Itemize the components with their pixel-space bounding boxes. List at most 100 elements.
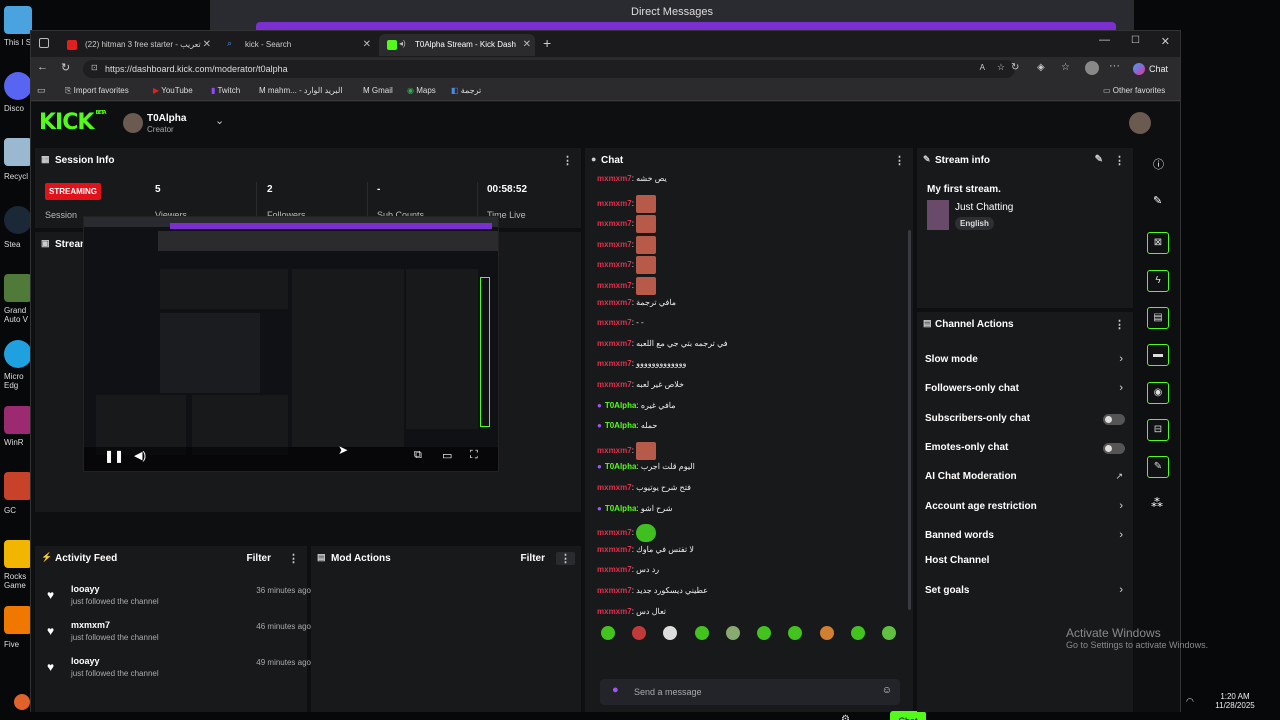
- close-icon[interactable]: ✕: [202, 39, 211, 50]
- chat-send-button[interactable]: Chat: [890, 711, 926, 720]
- refresh-button[interactable]: ↻: [61, 62, 71, 74]
- close-icon[interactable]: ✕: [362, 39, 371, 50]
- chat-username[interactable]: T0Alpha: [604, 421, 637, 431]
- read-aloud-icon[interactable]: A: [979, 63, 985, 72]
- bookmark-twitch[interactable]: ▮ Twitch: [211, 86, 241, 95]
- kebab-menu-icon[interactable]: ⋮: [1114, 155, 1125, 167]
- rail-button-notes[interactable]: ▤: [1147, 307, 1169, 329]
- chat-message[interactable]: mxmxm7: خلاص غير لعبه: [597, 380, 684, 389]
- copilot-chat-button[interactable]: Chat: [1131, 61, 1175, 77]
- maximize-button[interactable]: ☐: [1131, 35, 1140, 46]
- chat-scrollbar[interactable]: [908, 230, 911, 610]
- chat-message[interactable]: mxmxm7:: [597, 215, 657, 234]
- chat-username[interactable]: mxmxm7: [597, 338, 632, 348]
- chat-username[interactable]: mxmxm7: [597, 260, 632, 270]
- volume-icon[interactable]: ◀): [134, 450, 147, 462]
- channel-action-emotes-only-chat[interactable]: Emotes-only chat: [917, 438, 1133, 462]
- kebab-menu-icon[interactable]: ⋮: [894, 155, 905, 167]
- chat-message[interactable]: mxmxm7: في ترجمه بتي جي مع اللعبه: [597, 339, 728, 348]
- chat-message[interactable]: mxmxm7: يص خشه: [597, 174, 667, 183]
- stream-preview-video[interactable]: ❚❚ ◀) ⧉ ▭ ⛶ ➤: [83, 216, 499, 472]
- chat-message[interactable]: mxmxm7: عطيني ديسكورد جديد: [597, 586, 708, 595]
- kebab-menu-icon[interactable]: ⋮: [1114, 319, 1125, 331]
- rail-button-quick-actions[interactable]: ϟ: [1147, 270, 1169, 292]
- back-button[interactable]: ←: [37, 61, 48, 73]
- chat-message[interactable]: mxmxm7: رد دس: [597, 565, 659, 574]
- chat-message[interactable]: mxmxm7: تعال دس: [597, 607, 666, 616]
- chat-message-input[interactable]: ● Send a message ☺: [600, 679, 900, 705]
- picture-in-picture-icon[interactable]: ⧉: [414, 449, 422, 461]
- channel-action-set-goals[interactable]: Set goals ›: [917, 581, 1133, 605]
- chat-username[interactable]: mxmxm7: [597, 219, 632, 229]
- rail-button-tools[interactable]: ✎: [1147, 456, 1169, 478]
- chat-settings-gear-icon[interactable]: ⚙: [841, 714, 850, 720]
- tab-youtube[interactable]: (22) hitman 3 free starter - تعريب ✕: [59, 34, 215, 56]
- chat-message[interactable]: ● T0Alpha: اليوم قلت اجرب: [597, 462, 695, 471]
- fivem-icon[interactable]: [4, 606, 32, 634]
- chat-username[interactable]: mxmxm7: [597, 281, 632, 291]
- channel-action-banned-words[interactable]: Banned words ›: [917, 526, 1133, 550]
- rail-button-layout[interactable]: ⊟: [1147, 419, 1169, 441]
- toggle-switch[interactable]: [1103, 413, 1125, 425]
- new-tab-button[interactable]: +: [543, 35, 552, 51]
- chat-username[interactable]: mxmxm7: [597, 174, 632, 183]
- gog-icon[interactable]: [4, 472, 32, 500]
- chat-username[interactable]: mxmxm7: [597, 380, 632, 389]
- chat-username[interactable]: mxmxm7: [597, 445, 632, 455]
- chat-username[interactable]: mxmxm7: [597, 544, 632, 554]
- bookmark-other-favorites[interactable]: ▭ Other favorites: [1103, 86, 1166, 95]
- edit-icon[interactable]: ✎: [1153, 195, 1163, 207]
- toggle-switch[interactable]: [1103, 442, 1125, 454]
- chat-message[interactable]: mxmxm7: - -: [597, 318, 644, 327]
- url-field[interactable]: ⊡ https://dashboard.kick.com/moderator/t…: [83, 60, 1015, 78]
- more-icon[interactable]: ···: [1109, 60, 1120, 72]
- minimize-button[interactable]: —: [1099, 34, 1110, 46]
- chat-message[interactable]: mxmxm7:: [597, 194, 657, 213]
- chat-message[interactable]: mxmxm7:: [597, 256, 657, 275]
- chat-message[interactable]: ● T0Alpha: حمله: [597, 421, 657, 430]
- chat-message[interactable]: mxmxm7:: [597, 277, 657, 295]
- wifi-icon[interactable]: ◠: [1186, 696, 1194, 706]
- close-window-button[interactable]: ✕: [1160, 36, 1170, 48]
- pause-icon[interactable]: ❚❚: [104, 449, 125, 463]
- chat-username[interactable]: mxmxm7: [597, 297, 632, 307]
- mod-filter-button[interactable]: Filter: [520, 553, 545, 564]
- tab-search[interactable]: ⌕ kick - Search ✕: [219, 34, 375, 56]
- workspaces-icon[interactable]: [39, 38, 49, 48]
- kebab-menu-icon[interactable]: ⋮: [562, 155, 573, 167]
- chat-message[interactable]: mxmxm7:: [597, 235, 657, 254]
- extensions-icon[interactable]: ↻: [1011, 62, 1020, 73]
- chat-username[interactable]: mxmxm7: [597, 239, 632, 249]
- category-name[interactable]: Just Chatting: [955, 202, 1014, 213]
- microphone-icon[interactable]: ●: [612, 684, 619, 696]
- info-icon[interactable]: ⓘ: [1153, 159, 1164, 171]
- rail-button-chat[interactable]: ▬: [1147, 344, 1169, 366]
- chat-username[interactable]: mxmxm7: [597, 318, 632, 328]
- favorite-star-icon[interactable]: ☆: [996, 62, 1005, 72]
- channel-action-host-channel[interactable]: Host Channel: [917, 551, 1133, 575]
- channel-action-followers-only-chat[interactable]: Followers-only chat ›: [917, 379, 1133, 403]
- chat-message[interactable]: mxmxm7: فتح شرح يوتيوب: [597, 483, 691, 492]
- tab-kick-dashboard[interactable]: ◂) T0Alpha Stream - Kick Dash ✕: [379, 34, 535, 56]
- lock-icon[interactable]: ⊡: [91, 63, 98, 72]
- chat-username[interactable]: mxmxm7: [597, 606, 632, 616]
- chat-message[interactable]: mxmxm7: مافي ترجمة: [597, 298, 676, 307]
- chat-username[interactable]: mxmxm7: [597, 359, 632, 369]
- channel-switch-chevron-icon[interactable]: ⌄: [215, 115, 225, 127]
- shield-icon[interactable]: ◈: [1037, 62, 1045, 73]
- kebab-menu-icon[interactable]: ⋮: [288, 553, 299, 565]
- emoji-picker-icon[interactable]: ☺: [881, 685, 892, 696]
- kebab-menu-icon[interactable]: ⋮: [556, 552, 575, 565]
- recycle-bin-icon[interactable]: [4, 138, 32, 166]
- chat-message[interactable]: ● T0Alpha: مافي غيره: [597, 401, 676, 410]
- discord-icon[interactable]: [4, 72, 32, 100]
- chat-username[interactable]: T0Alpha: [604, 400, 637, 410]
- channel-avatar[interactable]: [123, 113, 143, 133]
- profile-avatar[interactable]: [1085, 61, 1099, 75]
- channel-action-slow-mode[interactable]: Slow mode ›: [917, 350, 1133, 374]
- clock[interactable]: 1:20 AM 11/28/2025: [1212, 692, 1258, 710]
- theater-mode-icon[interactable]: ▭: [442, 450, 453, 462]
- taskbar-app-icon[interactable]: [14, 694, 30, 710]
- close-icon[interactable]: ✕: [522, 39, 531, 50]
- rail-button-raid[interactable]: ⊠: [1147, 232, 1169, 254]
